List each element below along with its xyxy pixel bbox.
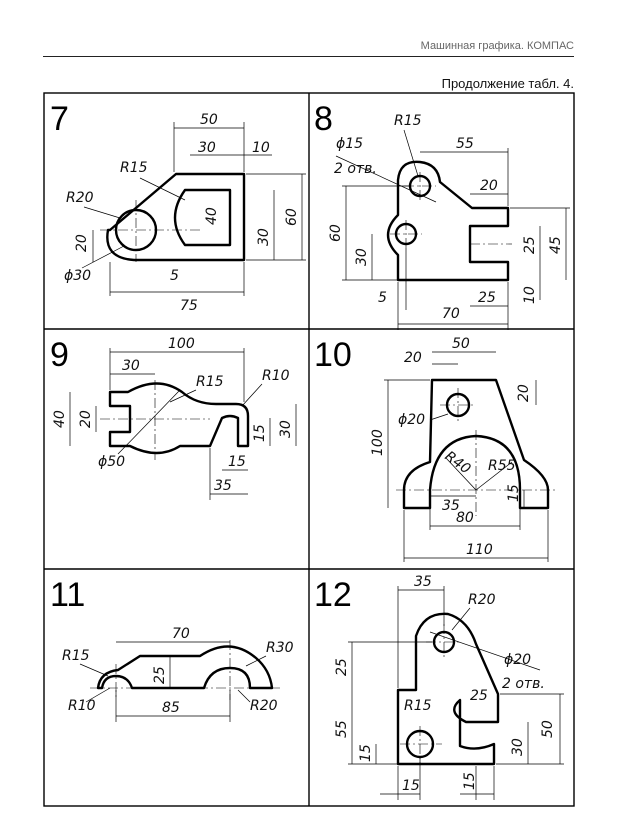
- dim-label: R15: [62, 648, 90, 664]
- dim-label: R20: [66, 190, 94, 206]
- dim-label: 35: [214, 478, 232, 494]
- dim-label: ϕ30: [64, 268, 91, 284]
- dim-label: R15: [196, 374, 224, 390]
- cell-12: 12 35 R20 ϕ20 2 отв. 25 25 R15 55 50 30 …: [314, 574, 564, 800]
- dim-label: R10: [262, 368, 290, 384]
- cell-number: 11: [50, 576, 85, 614]
- dim-label: ϕ20: [398, 412, 425, 428]
- dim-label: 75: [180, 298, 198, 314]
- dim-label: R55: [488, 458, 516, 474]
- cell-number: 7: [50, 100, 69, 138]
- dim-label: 50: [540, 720, 556, 738]
- dim-label: 25: [470, 688, 488, 704]
- dim-label: 45: [548, 236, 564, 254]
- dim-label: 50: [200, 112, 218, 128]
- dim-label: 110: [466, 542, 493, 558]
- dim-label: 30: [122, 358, 140, 374]
- dim-label: 15: [462, 772, 478, 790]
- dim-label: 30: [510, 738, 526, 756]
- part-outline: [386, 160, 510, 282]
- dim-label: 10: [252, 140, 270, 156]
- dim-label: R30: [266, 640, 294, 656]
- dim-label: ϕ20: [504, 652, 531, 668]
- dim-label: 55: [456, 136, 474, 152]
- part-outline: [106, 172, 246, 262]
- dim-label: 20: [404, 350, 422, 366]
- dim-label: 35: [414, 574, 432, 590]
- dim-label: 100: [370, 429, 386, 456]
- dim-label: 40: [52, 410, 68, 428]
- header-rule: [43, 56, 574, 57]
- dim-label: 15: [402, 778, 420, 794]
- dim-label: ϕ50: [98, 454, 125, 470]
- dim-label: R20: [468, 592, 496, 608]
- part-outline: [396, 612, 500, 766]
- dim-label: 15: [252, 424, 268, 442]
- cell-number: 10: [314, 336, 352, 374]
- dim-label: 25: [522, 236, 538, 254]
- dim-label: R10: [68, 698, 96, 714]
- dim-label: 20: [480, 178, 498, 194]
- dim-label: 15: [228, 454, 246, 470]
- slot-cutout: [173, 188, 232, 247]
- cell-number: 8: [314, 100, 333, 138]
- dim-label: 2 отв.: [502, 676, 545, 692]
- cell-7: 7 50 30 10 R15 R20 40 60 30 20 ϕ30 5 75: [50, 100, 306, 314]
- dim-label: 30: [198, 140, 216, 156]
- dim-label: 5: [170, 268, 179, 284]
- dim-label: 5: [378, 290, 387, 306]
- dim-label: 35: [442, 498, 460, 514]
- dim-label: 85: [162, 700, 180, 716]
- dim-label: R40: [442, 448, 474, 477]
- dim-label: 55: [334, 720, 350, 738]
- page-header-title: Машинная графика. КОМПАС: [420, 40, 574, 52]
- dim-label: 30: [278, 420, 294, 438]
- dim-label: 10: [522, 286, 538, 304]
- dim-label: 30: [354, 248, 370, 266]
- dim-label: 20: [516, 384, 532, 402]
- cell-number: 12: [314, 576, 352, 614]
- dim-label: R20: [250, 698, 278, 714]
- dim-label: 25: [334, 658, 350, 676]
- dim-label: 15: [506, 484, 522, 502]
- cell-8: 8 R15 ϕ15 2 отв. 55 20 60 30 25 45 10 5 …: [314, 100, 570, 330]
- dim-label: 100: [168, 336, 195, 352]
- dim-label: 60: [284, 208, 300, 226]
- dim-label: 25: [478, 290, 496, 306]
- table-continuation-label: Продолжение табл. 4.: [441, 76, 574, 91]
- cell-number: 9: [50, 336, 69, 374]
- dim-label: 20: [74, 234, 90, 252]
- dim-label: R15: [120, 160, 148, 176]
- dim-label: 25: [152, 666, 168, 684]
- cell-9: 9 100 30 R15 R10 40 20 15 30 ϕ50 15 35: [50, 336, 297, 500]
- dim-label: 20: [78, 410, 94, 428]
- dim-label: 15: [358, 744, 374, 762]
- dim-label: 80: [456, 510, 474, 526]
- cell-10: 10 20 50 20 ϕ20 100 R40 R55 15 35 80 110: [314, 336, 556, 562]
- dim-label: 2 отв.: [334, 161, 377, 177]
- part-outline: [96, 645, 274, 690]
- cell-11: 11 70 R15 R30 25 R10 85 R20: [50, 576, 294, 722]
- dim-label: 40: [204, 207, 220, 225]
- dim-label: 70: [442, 306, 460, 322]
- dim-label: 70: [172, 626, 190, 642]
- dim-label: R15: [404, 698, 432, 714]
- dim-label: 50: [452, 336, 470, 352]
- dim-label: 30: [256, 228, 272, 246]
- dim-label: ϕ15: [336, 136, 363, 152]
- part-outline: [108, 382, 250, 455]
- dim-label: R15: [394, 113, 422, 129]
- dim-label: 60: [328, 224, 344, 242]
